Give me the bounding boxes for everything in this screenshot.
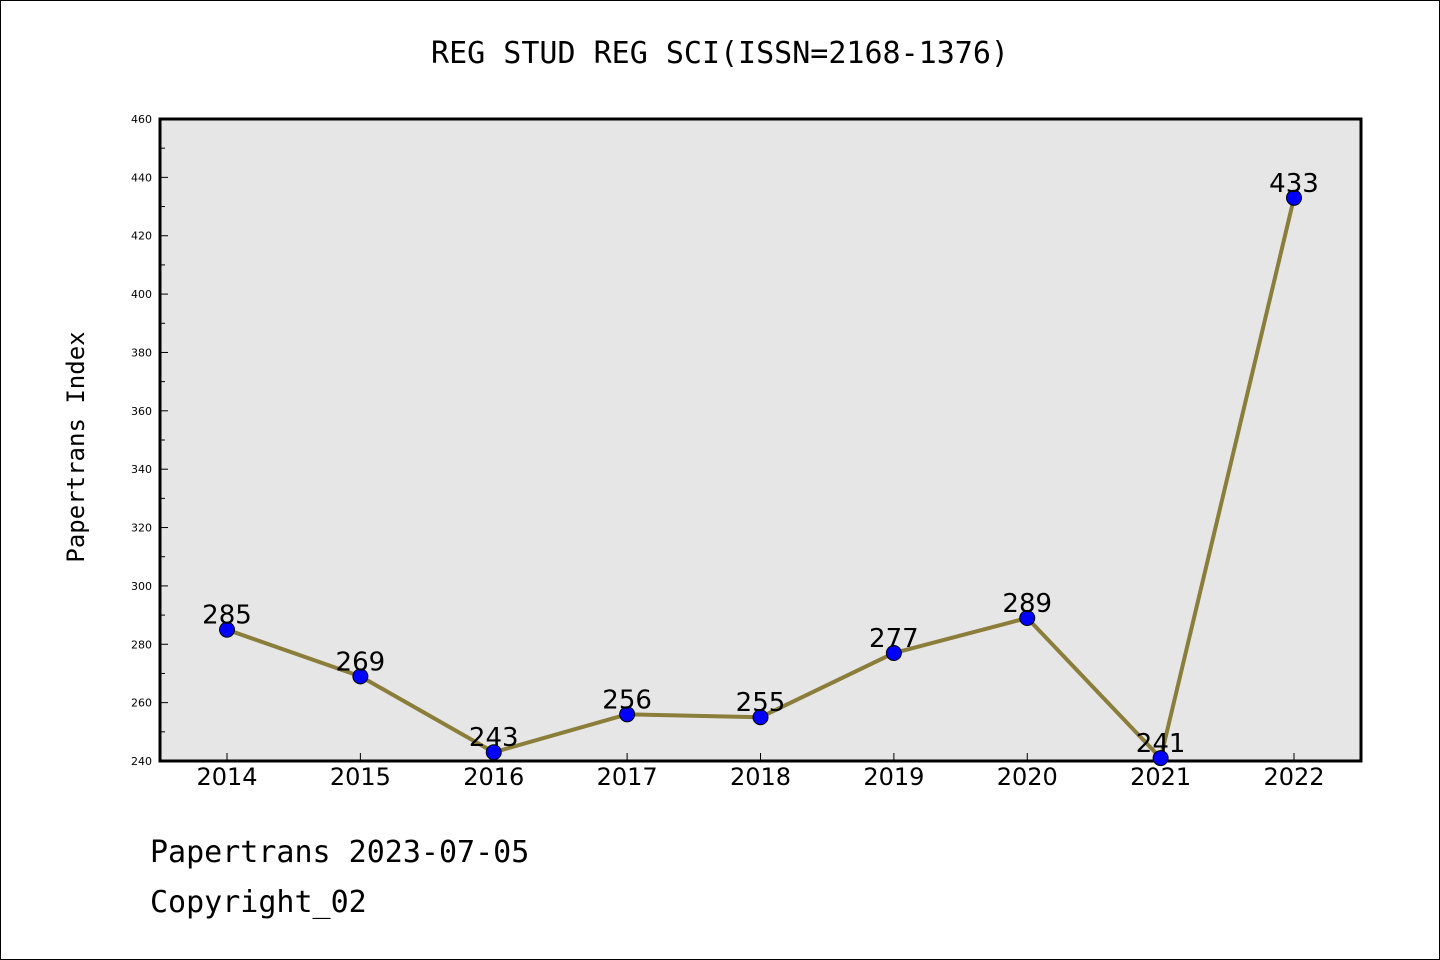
data-label: 255 (736, 688, 786, 718)
data-point (485, 744, 502, 761)
y-tick-label: 400 (131, 288, 152, 301)
x-tick-label: 2014 (196, 763, 257, 791)
data-label: 243 (469, 723, 519, 753)
y-tick-label: 380 (131, 346, 152, 359)
y-tick-label: 240 (131, 755, 152, 768)
data-label: 241 (1136, 729, 1186, 759)
y-tick-label: 300 (131, 580, 152, 593)
data-label: 289 (1002, 589, 1052, 619)
y-tick-label: 280 (131, 638, 152, 651)
data-point (352, 668, 369, 685)
y-tick-label: 260 (131, 697, 152, 710)
y-tick-label: 440 (131, 171, 152, 184)
data-point (219, 621, 235, 638)
x-tick-label: 2018 (730, 763, 791, 791)
data-label: 277 (869, 624, 919, 654)
y-tick-label: 320 (131, 522, 152, 535)
x-tick-label: 2022 (1263, 763, 1324, 791)
data-label: 285 (202, 601, 252, 631)
data-label: 256 (602, 685, 652, 715)
data-label: 269 (336, 647, 386, 677)
x-tick-label: 2020 (997, 763, 1058, 791)
series-group: 285 269 243 256 255 277 289 241 433 (202, 169, 1319, 767)
x-tick-label: 2015 (330, 763, 391, 791)
x-tick-label: 2017 (597, 763, 658, 791)
y-tick-label: 340 (131, 463, 152, 476)
y-axis: 240 260 280 300 320 340 360 380 400 420 440 460 (131, 113, 168, 768)
y-tick-label: 420 (131, 230, 152, 243)
data-point (885, 645, 902, 662)
y-tick-label: 460 (131, 113, 152, 126)
data-point (619, 706, 636, 723)
plot-area (158, 117, 1363, 763)
data-point (1152, 750, 1169, 767)
data-point (752, 709, 769, 726)
data-point (1286, 189, 1302, 206)
chart-title: REG STUD REG SCI(ISSN=2168-1376) (431, 36, 1009, 71)
data-label: 433 (1269, 169, 1319, 199)
x-axis: 2014 2015 2016 2017 2018 2019 2020 2021 2022 (196, 753, 1325, 791)
x-tick-label: 2021 (1130, 763, 1191, 791)
footer-copyright: Copyright_02 (150, 885, 367, 920)
x-tick-label: 2019 (863, 763, 924, 791)
x-tick-label: 2016 (463, 763, 524, 791)
data-point (1019, 610, 1036, 627)
y-tick-label: 360 (131, 405, 152, 418)
footer-source: Papertrans 2023-07-05 (150, 835, 530, 870)
